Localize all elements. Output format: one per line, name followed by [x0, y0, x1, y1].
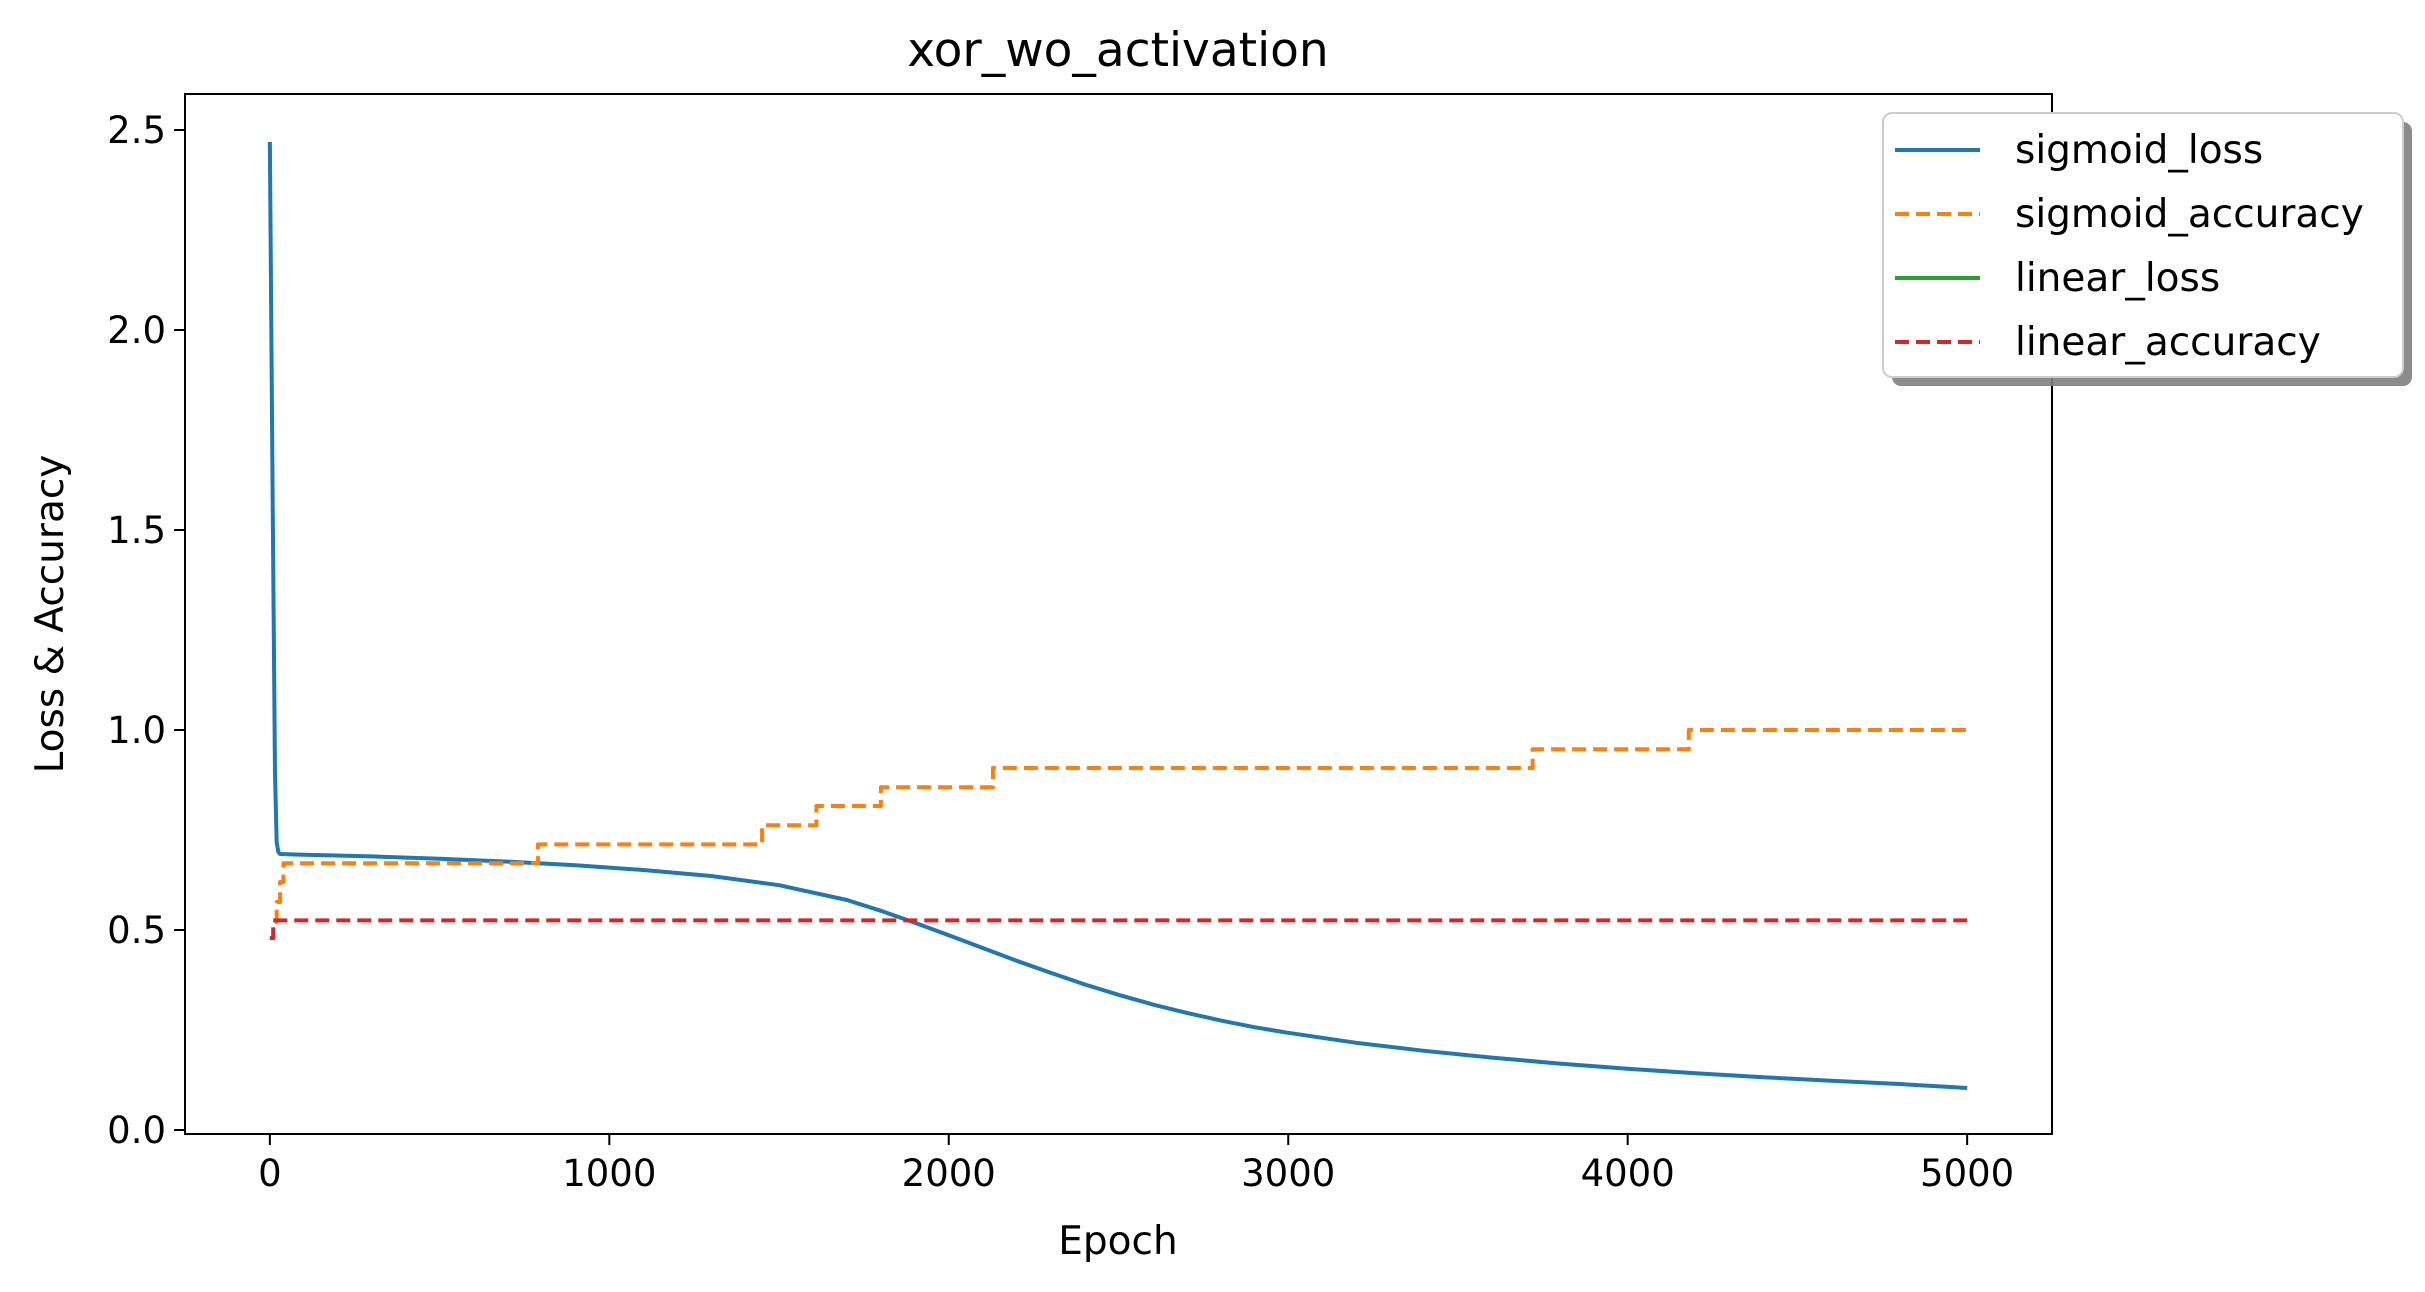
y-axis-label: Loss & Accuracy [28, 455, 73, 774]
legend-label-sigmoid-loss: sigmoid_loss [2015, 128, 2263, 173]
legend-label-linear-loss: linear_loss [2015, 256, 2220, 301]
x-tick-label: 1000 [562, 1152, 656, 1195]
y-tick-label: 0.5 [107, 909, 166, 952]
x-tick-label: 4000 [1581, 1152, 1675, 1195]
x-tick-label: 0 [258, 1152, 282, 1195]
y-tick-label: 1.0 [107, 709, 166, 752]
axes-frame [184, 93, 2053, 1135]
y-tick-label: 0.0 [107, 1109, 166, 1152]
series-line-sigmoid-loss [267, 141, 1968, 1090]
legend: sigmoid_loss sigmoid_accuracy linear_lossl… [1882, 112, 2412, 386]
series-line-linear-accuracy [269, 918, 1968, 940]
y-tick-label: 2.0 [107, 309, 166, 352]
chart-title: xor_wo_activation [907, 23, 1328, 78]
series-line-sigmoid-accuracy [269, 728, 1968, 940]
series-layer [267, 141, 1968, 1090]
legend-items: sigmoid_loss sigmoid_accuracy linear_lossl… [1895, 128, 2364, 365]
x-tick-label: 3000 [1241, 1152, 1335, 1195]
x-axis-label: Epoch [1058, 1219, 1177, 1264]
x-axis-ticks: 0 1000 2000 3000 4000 5000 [258, 1134, 2014, 1195]
legend-label-sigmoid-accuracy: sigmoid_accuracy [2015, 192, 2364, 237]
y-tick-label: 1.5 [107, 509, 166, 552]
legend-box [1882, 112, 2404, 378]
y-tick-label: 2.5 [107, 109, 166, 152]
legend-label-linear-accuracy: linear_accuracy [2015, 320, 2321, 365]
x-tick-label: 5000 [1920, 1152, 2014, 1195]
x-tick-label: 2000 [902, 1152, 996, 1195]
plot-area [184, 93, 2053, 1135]
y-axis-ticks: 0.0 0.5 1.0 1.5 2.0 2.5 [107, 109, 185, 1152]
